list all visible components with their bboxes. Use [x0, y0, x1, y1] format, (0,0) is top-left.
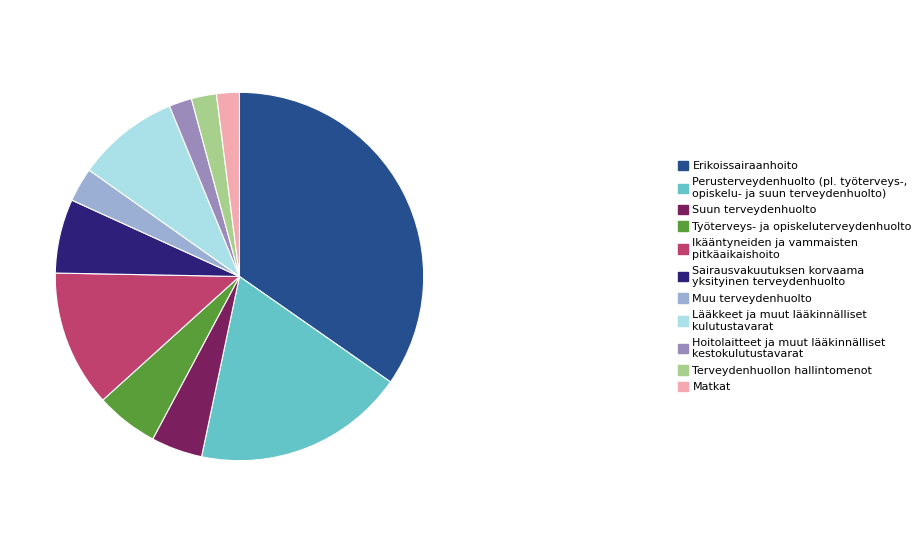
- Legend: Erikoissairaanhoito, Perusterveydenhuolto (pl. työterveys-,
opiskelu- ja suun te: Erikoissairaanhoito, Perusterveydenhuolt…: [678, 160, 912, 393]
- Wedge shape: [89, 106, 239, 276]
- Wedge shape: [55, 200, 239, 276]
- Wedge shape: [103, 276, 239, 439]
- Wedge shape: [239, 92, 424, 382]
- Wedge shape: [153, 276, 239, 457]
- Wedge shape: [72, 170, 239, 276]
- Wedge shape: [202, 276, 391, 461]
- Wedge shape: [169, 98, 239, 276]
- Wedge shape: [55, 273, 239, 400]
- Wedge shape: [216, 92, 239, 276]
- Wedge shape: [192, 94, 239, 276]
